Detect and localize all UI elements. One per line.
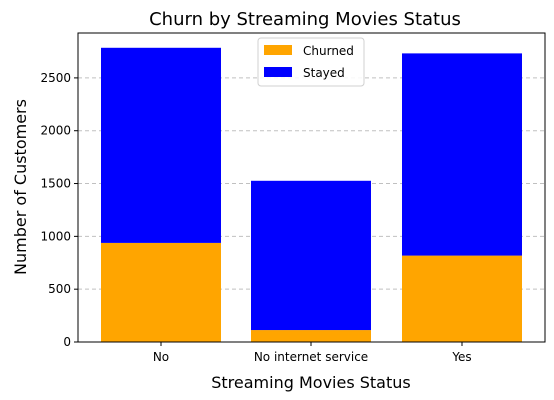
x-tick-label: Yes (451, 350, 471, 364)
legend-label-stayed: Stayed (303, 66, 345, 80)
legend-swatch-churned (264, 45, 292, 55)
bar-churned-1 (251, 330, 371, 342)
bar-stayed-2 (402, 53, 522, 256)
legend-label-churned: Churned (303, 44, 354, 58)
x-tick-label: No internet service (254, 350, 368, 364)
bar-churned-0 (101, 242, 221, 342)
y-axis-ticks: 0 500 1000 1500 2000 2500 (40, 71, 78, 349)
bar-stayed-0 (101, 47, 221, 243)
x-tick-label: No (153, 350, 169, 364)
y-tick-label: 0 (63, 335, 71, 349)
bar-stayed-1 (251, 180, 371, 331)
x-axis-label: Streaming Movies Status (211, 373, 410, 392)
y-tick-label: 1000 (40, 229, 71, 243)
chart-title: Churn by Streaming Movies Status (149, 9, 461, 30)
legend-swatch-stayed (264, 67, 292, 77)
y-tick-label: 2500 (40, 71, 71, 85)
bar-churned-2 (402, 255, 522, 342)
x-axis-ticks: No No internet service Yes (153, 342, 472, 364)
bars (101, 47, 522, 342)
y-tick-label: 1500 (40, 177, 71, 191)
y-tick-label: 500 (48, 282, 71, 296)
y-tick-label: 2000 (40, 124, 71, 138)
legend: Churned Stayed (257, 37, 365, 87)
y-axis-label: Number of Customers (11, 99, 30, 275)
